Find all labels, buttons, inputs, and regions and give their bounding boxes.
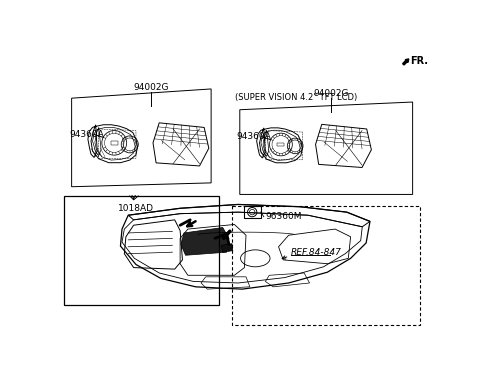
Bar	[64, 196, 219, 305]
Polygon shape	[181, 228, 229, 255]
Bar	[277, 143, 284, 146]
Bar	[244, 206, 261, 218]
Text: REF.84-847: REF.84-847	[291, 248, 342, 257]
FancyArrow shape	[403, 59, 409, 65]
Bar	[232, 206, 420, 325]
Text: 94002G: 94002G	[133, 83, 168, 92]
Text: 94360A: 94360A	[69, 130, 104, 139]
Text: (SUPER VISION 4.2" TFT LCD): (SUPER VISION 4.2" TFT LCD)	[235, 93, 358, 102]
Bar	[110, 141, 118, 145]
Text: 96360M: 96360M	[265, 212, 302, 221]
Text: 94360A: 94360A	[237, 132, 272, 141]
Text: 94002G: 94002G	[313, 89, 349, 98]
FancyArrow shape	[223, 230, 231, 239]
Text: 1018AD: 1018AD	[118, 204, 154, 213]
Text: FR.: FR.	[410, 56, 428, 66]
Polygon shape	[221, 244, 233, 252]
